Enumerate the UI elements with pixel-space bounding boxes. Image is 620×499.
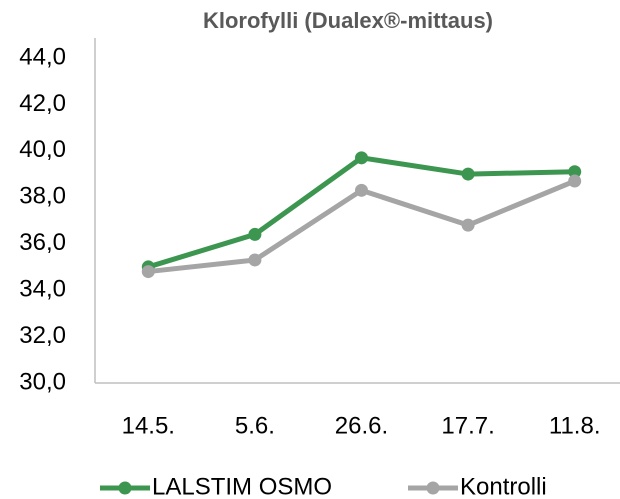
y-tick-label: 34,0 <box>19 275 66 302</box>
data-point <box>355 183 368 197</box>
data-point <box>248 227 262 241</box>
y-tick-label: 42,0 <box>19 90 66 117</box>
legend-label: Kontrolli <box>460 473 547 499</box>
data-point <box>248 253 262 267</box>
line-series <box>147 155 575 270</box>
x-tick-label: 11.8. <box>549 412 601 439</box>
y-tick-label: 38,0 <box>19 183 66 210</box>
y-tick-label: 44,0 <box>19 43 66 70</box>
data-point <box>568 165 582 179</box>
data-point <box>568 174 582 188</box>
x-tick-label: 26.6. <box>335 412 388 439</box>
chart-title: Klorofylli (Dualex®-mittaus) <box>203 8 493 33</box>
data-point <box>355 151 368 165</box>
legend-marker <box>426 481 440 495</box>
data-point <box>461 218 475 232</box>
legend-marker <box>118 481 132 495</box>
data-point <box>461 167 475 181</box>
legend-label: LALSTIM OSMO <box>152 473 332 499</box>
x-tick-label: 5.6. <box>235 412 275 439</box>
x-tick-label: 14.5. <box>122 412 175 439</box>
data-point <box>141 265 155 279</box>
y-tick-label: 32,0 <box>19 322 66 349</box>
y-tick-label: 30,0 <box>19 368 66 395</box>
y-tick-label: 36,0 <box>19 229 66 256</box>
x-tick-label: 17.7. <box>441 412 494 439</box>
y-tick-label: 40,0 <box>19 136 66 163</box>
